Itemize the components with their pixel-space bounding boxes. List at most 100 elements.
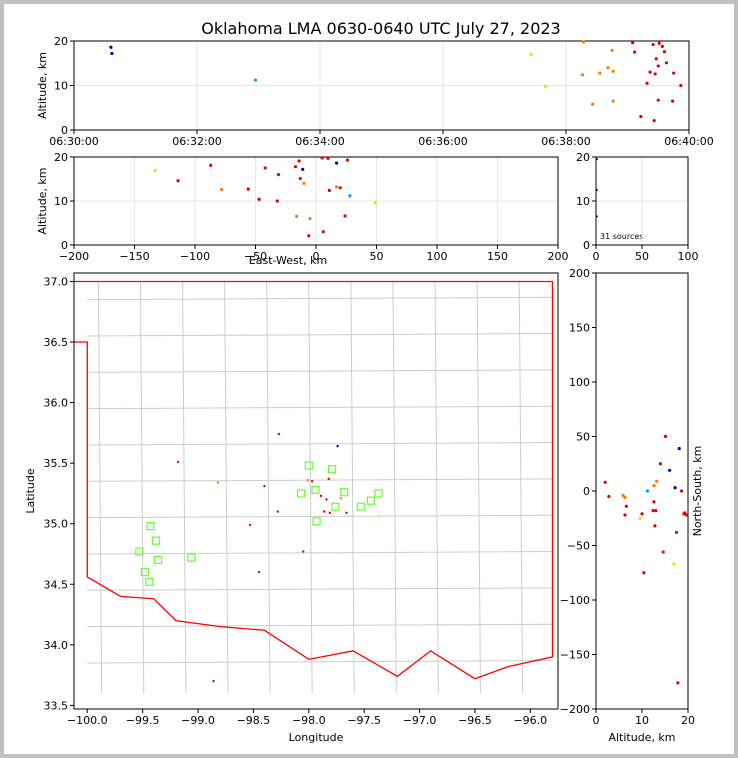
1-xtick-label: 100 [427,250,448,263]
map-xlabel: Longitude [289,731,344,744]
map-xtick-label: −98.0 [292,714,326,727]
source-point [153,169,157,173]
county-line [87,296,553,301]
0-xtick-label: 06:38:00 [541,135,590,148]
source-point [348,194,352,198]
source-point [253,78,258,82]
county-line [392,281,397,694]
ns-xtick-label: 20 [681,714,695,727]
1-xtick-label: 200 [548,250,569,263]
lma-station [312,517,321,526]
source-point [209,163,213,167]
source-point [607,494,611,499]
lma-station [145,577,154,586]
source-count-label: 31 sources [600,232,643,241]
source-point [652,500,656,504]
source-point [645,81,649,85]
figure-title: Oklahoma LMA 0630-0640 UTC July 27, 2023 [201,19,560,38]
northsouth-altitude-panel: 0 10 20 −200 −150 −100 −50 0 50 100 150 200 Altitude… [560,267,704,744]
0-xtick-label: 06:36:00 [418,135,467,148]
lma-station [331,502,340,511]
source-point [679,489,684,493]
source-point [603,480,607,484]
source-point [109,45,113,49]
lma-station [154,555,163,565]
source-point [652,119,656,123]
source-point [633,50,637,54]
source-point [671,99,675,103]
map-xtick-label: −99.5 [126,714,160,727]
ns-ytick-label: 0 [583,485,590,498]
source-point [654,509,658,513]
source-point [651,42,655,47]
source-point [176,179,180,183]
source-point [631,41,635,45]
map-xtick-label: −96.0 [513,714,547,727]
county-line [224,281,229,694]
source-point [323,510,326,513]
1-xtick-label: −150 [119,250,149,263]
map-xtick-label: −99.0 [181,714,215,727]
source-point [642,571,646,575]
source-point [624,504,628,508]
1-xtick-label: −50 [244,250,267,263]
ns-ytick-label: −100 [560,594,590,607]
lma-station [146,522,155,531]
0-ytick-label: 10 [54,80,68,93]
ns-xtick-label: 10 [635,714,649,727]
map-xtick-label: −100.0 [67,714,108,727]
lma-station [327,465,337,474]
source-point [655,479,659,483]
county-line [476,281,481,694]
source-point [277,432,281,436]
source-point [656,98,660,102]
source-point [298,176,302,181]
1-xtick-label: 50 [370,250,384,263]
lma-station [356,502,365,511]
source-point [263,484,266,488]
source-point [308,217,312,221]
source-point [651,509,655,513]
source-point [293,165,298,169]
lma-station [140,568,149,577]
1-ytick-label: 20 [54,151,68,164]
histogram-point [595,189,598,191]
source-point [654,57,658,61]
source-point [672,71,676,75]
county-line [87,442,553,446]
county-line [87,587,553,591]
source-point [672,562,676,566]
source-point [325,498,328,501]
county-line [87,660,553,664]
source-point [216,481,220,484]
source-point [176,460,180,464]
source-point [598,71,602,75]
source-point [679,83,683,88]
lma-station [374,489,383,498]
source-point [301,167,305,171]
ns-ytick-label: −200 [560,703,590,716]
source-point [658,462,663,466]
source-point [327,188,331,193]
county-line [182,281,187,694]
source-point [248,523,252,527]
county-line [266,281,271,694]
map-ytick-label: 36.0 [44,397,69,410]
ns-ytick-label: 200 [569,267,590,280]
county-line [87,478,553,482]
map-ytick-label: 36.5 [44,336,69,349]
state-border [74,280,554,680]
altitude-histogram-frame [595,156,689,246]
1-xtick-label: −100 [180,250,210,263]
county-line [87,514,553,519]
source-point [611,99,615,103]
source-point [334,161,339,165]
source-point [336,444,339,448]
eastwest-xlabel: East-West, km [249,254,327,267]
source-point [339,497,343,500]
source-point [276,173,281,177]
source-point [373,201,377,205]
source-point [653,72,657,76]
source-point [677,446,681,451]
source-point [220,187,224,192]
